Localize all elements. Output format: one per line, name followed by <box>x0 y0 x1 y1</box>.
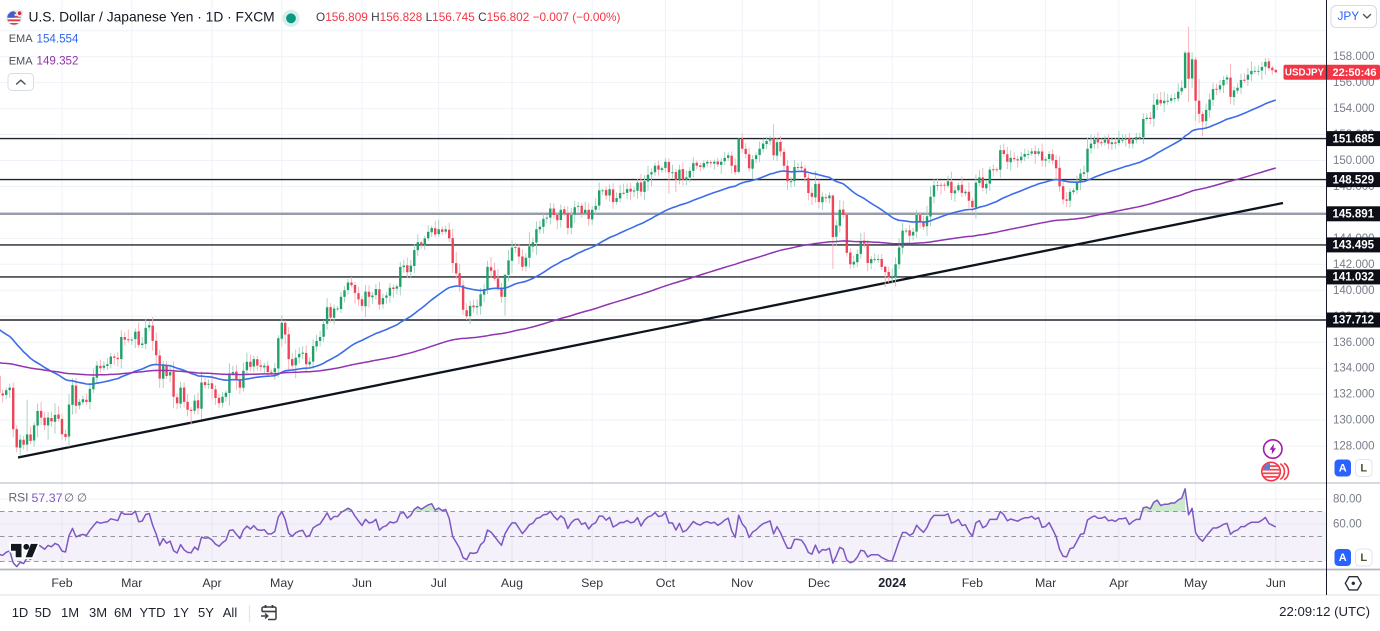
svg-text:Apr: Apr <box>202 576 221 590</box>
svg-text:156.000: 156.000 <box>1333 77 1375 89</box>
svg-text:A: A <box>1339 552 1347 564</box>
svg-text:154.000: 154.000 <box>1333 103 1375 115</box>
svg-text:1Y: 1Y <box>173 605 189 620</box>
svg-text:148.529: 148.529 <box>1333 174 1375 186</box>
svg-text:141.032: 141.032 <box>1333 272 1375 284</box>
svg-text:Jun: Jun <box>352 576 372 590</box>
svg-text:1D: 1D <box>12 605 29 620</box>
svg-text:Oct: Oct <box>656 576 676 590</box>
svg-text:Mar: Mar <box>1035 576 1056 590</box>
svg-text:Jul: Jul <box>431 576 447 590</box>
svg-text:57.37: 57.37 <box>32 491 63 505</box>
svg-text:150.000: 150.000 <box>1333 155 1375 167</box>
svg-text:Feb: Feb <box>51 576 72 590</box>
svg-text:143.495: 143.495 <box>1333 240 1375 252</box>
svg-text:151.685: 151.685 <box>1333 133 1375 145</box>
svg-text:140.000: 140.000 <box>1333 285 1375 297</box>
svg-text:Jun: Jun <box>1266 576 1286 590</box>
svg-text:1M: 1M <box>61 605 79 620</box>
svg-text:6M: 6M <box>114 605 132 620</box>
svg-text:2024: 2024 <box>878 576 906 590</box>
svg-text:128.000: 128.000 <box>1333 441 1375 453</box>
svg-text:O156.809 H156.828 L156.745 C15: O156.809 H156.828 L156.745 C156.802 −0.0… <box>316 10 621 24</box>
svg-text:Aug: Aug <box>501 576 523 590</box>
svg-text:RSI: RSI <box>9 491 29 505</box>
svg-text:EMA: EMA <box>9 56 34 68</box>
svg-text:Feb: Feb <box>962 576 983 590</box>
svg-text:3M: 3M <box>89 605 107 620</box>
svg-text:137.712: 137.712 <box>1333 315 1375 327</box>
svg-text:Mar: Mar <box>121 576 142 590</box>
svg-text:60.00: 60.00 <box>1333 519 1362 531</box>
svg-text:USDJPY: USDJPY <box>1285 68 1325 79</box>
svg-text:149.352: 149.352 <box>37 55 79 68</box>
svg-text:Nov: Nov <box>731 576 754 590</box>
svg-text:∅: ∅ <box>64 493 74 505</box>
svg-text:132.000: 132.000 <box>1333 389 1375 401</box>
svg-text:5Y: 5Y <box>198 605 214 620</box>
svg-text:YTD: YTD <box>140 605 166 620</box>
svg-text:142.000: 142.000 <box>1333 259 1375 271</box>
svg-text:L: L <box>1360 552 1367 564</box>
svg-text:Sep: Sep <box>581 576 603 590</box>
svg-text:All: All <box>223 605 238 620</box>
svg-text:U.S. Dollar / Japanese Yen · 1: U.S. Dollar / Japanese Yen · 1D · FXCM <box>29 10 275 25</box>
svg-text:136.000: 136.000 <box>1333 337 1375 349</box>
svg-text:May: May <box>270 576 294 590</box>
svg-text:145.891: 145.891 <box>1333 209 1375 221</box>
svg-text:May: May <box>1184 576 1208 590</box>
svg-text:80.00: 80.00 <box>1333 494 1362 506</box>
svg-text:5D: 5D <box>35 605 52 620</box>
svg-text:158.000: 158.000 <box>1333 51 1375 63</box>
svg-text:134.000: 134.000 <box>1333 363 1375 375</box>
svg-text:L: L <box>1360 463 1367 475</box>
svg-text:EMA: EMA <box>9 33 34 45</box>
svg-text:22:50:46: 22:50:46 <box>1333 67 1377 79</box>
svg-text:Dec: Dec <box>808 576 830 590</box>
svg-text:∅: ∅ <box>77 493 87 505</box>
svg-text:JPY: JPY <box>1338 9 1360 23</box>
svg-text:Apr: Apr <box>1109 576 1128 590</box>
svg-text:154.554: 154.554 <box>37 32 79 45</box>
svg-text:A: A <box>1339 463 1347 475</box>
svg-text:130.000: 130.000 <box>1333 415 1375 427</box>
svg-text:22:09:12 (UTC): 22:09:12 (UTC) <box>1279 604 1370 619</box>
